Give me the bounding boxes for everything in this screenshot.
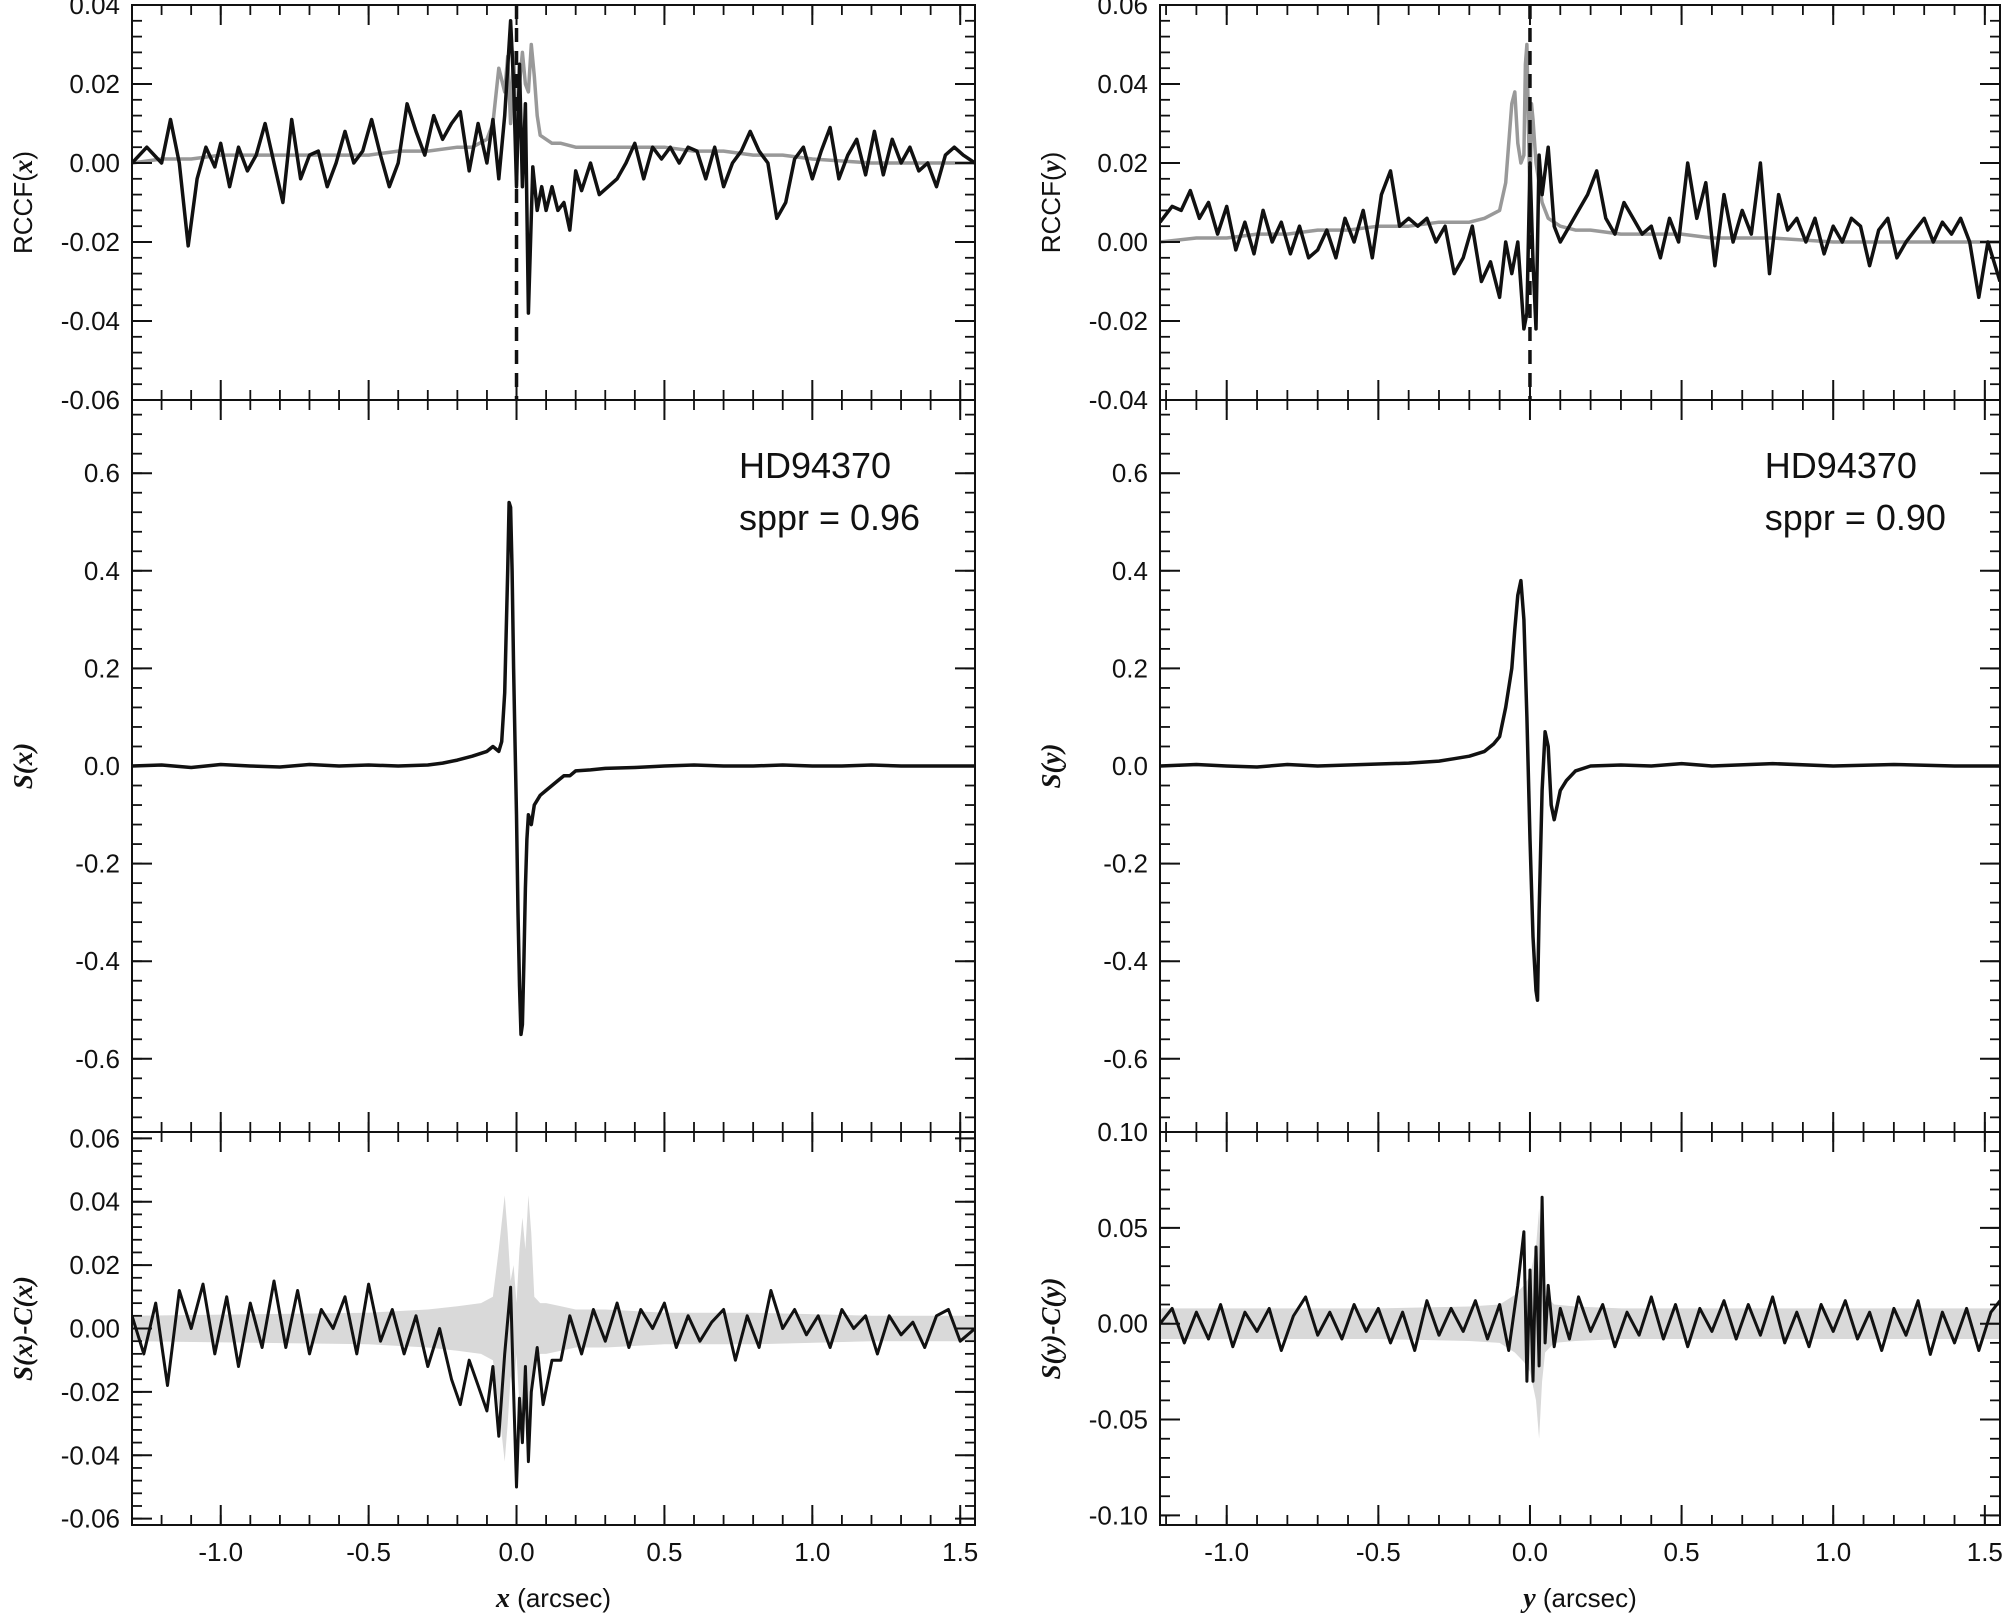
y-tick-label: 0.6 [84, 458, 120, 488]
y-tick-label: -0.06 [61, 385, 120, 415]
y-tick-label: 0.0 [1112, 751, 1148, 781]
y-tick-label: 0.06 [1097, 0, 1148, 20]
panel-s-x: 0.6 0.4 0.2 0.0 -0.2 -0.4 -0.6 S(x) HD94370 sppr … [8, 399, 976, 1133]
y-tick-label: 0.02 [1097, 148, 1148, 178]
series-line-0 [132, 500, 975, 1037]
plot-frame [1159, 4, 2001, 401]
y-axis-label: S(y)-C(y) [1036, 1278, 1066, 1380]
x-tick-label: -1.0 [1204, 1537, 1249, 1567]
y-tick-label: -0.10 [1089, 1500, 1148, 1530]
y-tick-label: 0.4 [1112, 556, 1148, 586]
sppr-annotation: sppr = 0.96 [739, 497, 920, 538]
panel-resid-y: 0.10 0.05 0.00 -0.05 -0.10 -1.0 -0.5 0.0 0.5 1.0 1… [1036, 1117, 2003, 1614]
panel-resid-x: 0.06 0.04 0.02 0.00 -0.02 -0.04 -0.06 -1.0 -0.5 0… [8, 1123, 978, 1614]
plot-frame [131, 4, 976, 401]
y-tick-label: 0.06 [69, 1123, 120, 1153]
y-tick-label: 0.04 [1097, 69, 1148, 99]
x-tick-label: 0.0 [498, 1537, 534, 1567]
x-tick-label: 0.5 [646, 1537, 682, 1567]
plot-area-resid-x [132, 1195, 975, 1489]
plot-area-resid-y [1160, 1195, 2000, 1439]
x-tick-label: -0.5 [346, 1537, 391, 1567]
y-tick-label: -0.04 [1089, 385, 1148, 415]
y-axis-label: RCCF(y) [1036, 152, 1066, 254]
y-axis-label: S(y) [1036, 744, 1066, 789]
y-tick-label: -0.05 [1089, 1405, 1148, 1435]
y-tick-label: -0.02 [1089, 306, 1148, 336]
y-tick-label: 0.0 [84, 751, 120, 781]
y-tick-label: 0.00 [69, 1314, 120, 1344]
y-tick-label: 0.00 [1097, 227, 1148, 257]
y-tick-label: 0.2 [1112, 653, 1148, 683]
panel-rccf-x: 0.04 0.02 0.00 -0.02 -0.04 -0.06 RCCF(x) [8, 0, 976, 415]
x-tick-label: 1.5 [942, 1537, 978, 1567]
y-tick-label: 0.10 [1097, 1117, 1148, 1147]
y-tick-label: 0.02 [69, 1250, 120, 1280]
y-tick-label: -0.02 [61, 227, 120, 257]
star-name-annotation: HD94370 [1765, 445, 1917, 486]
x-tick-label: 0.0 [1512, 1537, 1548, 1567]
y-tick-label: -0.6 [75, 1044, 120, 1074]
y-tick-label: -0.2 [75, 849, 120, 879]
plot-area-rccf-y [1160, 42, 2000, 331]
series-line-0 [1160, 578, 2000, 1002]
x-tick-label: 1.5 [1967, 1537, 2003, 1567]
y-tick-label: -0.06 [61, 1504, 120, 1534]
y-tick-label: 0.6 [1112, 458, 1148, 488]
plot-area-s-y [1160, 578, 2000, 1002]
uncertainty-band [1160, 1208, 2000, 1439]
y-tick-label: -0.02 [61, 1377, 120, 1407]
y-tick-label: 0.04 [69, 1187, 120, 1217]
y-tick-label: 0.00 [1097, 1309, 1148, 1339]
y-tick-label: 0.04 [69, 0, 120, 20]
series-line-0 [1160, 1195, 2000, 1383]
y-tick-label: -0.04 [61, 1440, 120, 1470]
y-tick-label: 0.05 [1097, 1213, 1148, 1243]
series-line-0 [132, 1279, 975, 1489]
series-line-1 [1160, 42, 2000, 244]
y-tick-label: -0.4 [1103, 946, 1148, 976]
x-tick-label: 1.0 [1815, 1537, 1851, 1567]
series-line-0 [1160, 145, 2000, 331]
uncertainty-band [132, 1195, 975, 1462]
y-tick-label: -0.2 [1103, 849, 1148, 879]
y-tick-label: 0.4 [84, 556, 120, 586]
panel-s-y: 0.6 0.4 0.2 0.0 -0.2 -0.4 -0.6 S(y) HD94370 sppr … [1036, 399, 2001, 1133]
sppr-annotation: sppr = 0.90 [1765, 497, 1946, 538]
x-tick-label: 0.5 [1664, 1537, 1700, 1567]
y-axis-label: RCCF(x) [8, 151, 38, 254]
y-tick-label: -0.4 [75, 946, 120, 976]
y-tick-label: 0.2 [84, 653, 120, 683]
plot-frame [1159, 1131, 2001, 1526]
x-tick-label: -0.5 [1356, 1537, 1401, 1567]
y-tick-label: -0.6 [1103, 1044, 1148, 1074]
plot-area-s-x [132, 500, 975, 1037]
y-tick-label: 0.00 [69, 148, 120, 178]
x-tick-label: -1.0 [198, 1537, 243, 1567]
plot-area-rccf-x [132, 19, 975, 315]
y-tick-label: 0.02 [69, 69, 120, 99]
star-name-annotation: HD94370 [739, 445, 891, 486]
x-axis-label: x (arcsec) [495, 1583, 611, 1614]
y-axis-label: S(x)-C(x) [8, 1276, 38, 1381]
x-axis-label: y (arcsec) [1520, 1583, 1637, 1614]
y-axis-label: S(x) [8, 743, 38, 790]
y-tick-label: -0.04 [61, 306, 120, 336]
panel-rccf-y: 0.06 0.04 0.02 0.00 -0.02 -0.04 RCCF(y) [1036, 0, 2001, 415]
series-line-0 [132, 19, 975, 315]
x-tick-label: 1.0 [794, 1537, 830, 1567]
